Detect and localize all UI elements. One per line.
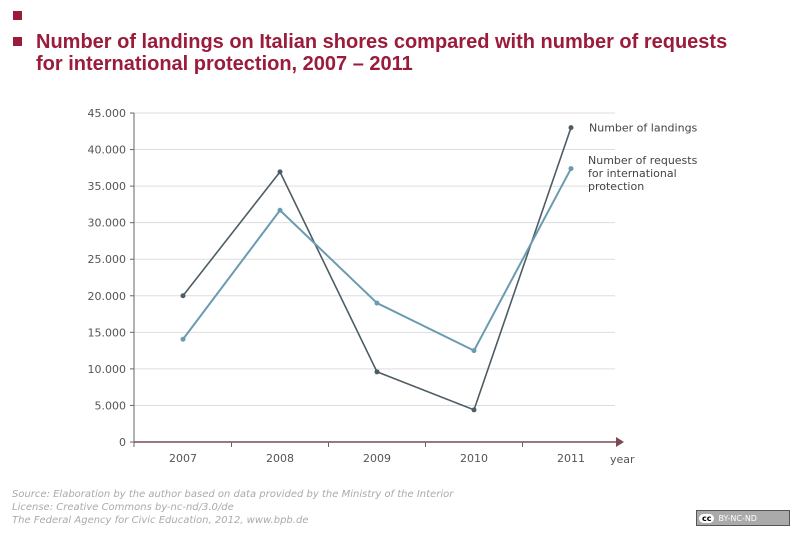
- data-point: [277, 169, 283, 175]
- data-point: [568, 166, 574, 172]
- x-axis-label: year: [610, 453, 635, 466]
- data-point: [374, 300, 380, 306]
- data-point: [471, 348, 477, 354]
- y-tick-label: 35.000: [88, 180, 127, 193]
- y-tick-label: 20.000: [88, 290, 127, 303]
- cc-icon: cc: [699, 513, 715, 523]
- y-tick-label: 0: [119, 436, 126, 449]
- publisher-note: The Federal Agency for Civic Education, …: [12, 515, 309, 526]
- series-line-0: [182, 127, 572, 411]
- source-note: Source: Elaboration by the author based …: [12, 489, 454, 500]
- data-point: [374, 369, 380, 375]
- x-tick-label: 2007: [169, 452, 197, 465]
- y-tick-label: 40.000: [88, 144, 127, 157]
- data-point: [277, 207, 283, 213]
- x-tick-label: 2008: [266, 452, 294, 465]
- y-tick-label: 45.000: [88, 107, 127, 120]
- y-tick-label: 25.000: [88, 253, 127, 266]
- cc-badge-text: BY-NC-ND: [718, 513, 757, 523]
- x-tick-label: 2011: [557, 452, 585, 465]
- cc-license-badge[interactable]: cc BY-NC-ND: [696, 510, 790, 526]
- legend-landings: Number of landings: [589, 122, 698, 135]
- x-axis-arrow-icon: [616, 437, 624, 447]
- data-point: [471, 407, 477, 413]
- y-tick-label: 10.000: [88, 363, 127, 376]
- y-tick-label: 30.000: [88, 217, 127, 230]
- license-note: License: Creative Commons by-nc-nd/3.0/d…: [12, 502, 234, 513]
- x-tick-label: 2009: [363, 452, 391, 465]
- title-bullet-icon: [13, 37, 22, 46]
- data-point: [568, 125, 574, 131]
- footer-notes: Source: Elaboration by the author based …: [12, 488, 453, 527]
- title-bullet-icon: [13, 11, 22, 20]
- y-tick-label: 15.000: [88, 326, 127, 339]
- data-point: [180, 293, 186, 299]
- x-tick-label: 2010: [460, 452, 488, 465]
- chart-title: Number of landings on Italian shores com…: [36, 31, 728, 75]
- data-point: [180, 336, 186, 342]
- legend-requests: Number of requests for international prote…: [588, 154, 698, 193]
- y-tick-label: 5.000: [95, 399, 127, 412]
